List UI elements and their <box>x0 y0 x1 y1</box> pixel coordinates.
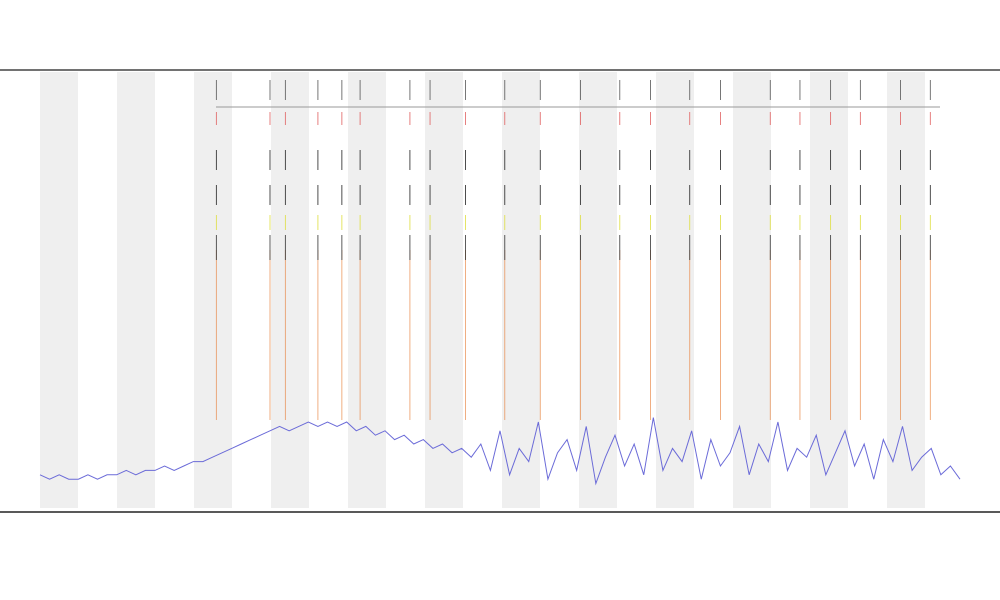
shade-band <box>425 72 463 508</box>
shade-band <box>271 72 309 508</box>
shade-band <box>194 72 232 508</box>
shade-band <box>887 72 925 508</box>
shade-band <box>579 72 617 508</box>
shade-band <box>810 72 848 508</box>
shade-band <box>502 72 540 508</box>
shade-band <box>40 72 78 508</box>
shade-band <box>733 72 771 508</box>
shade-band <box>348 72 386 508</box>
trace-line <box>39 417 961 486</box>
shade-band <box>117 72 155 508</box>
shade-band <box>656 72 694 508</box>
